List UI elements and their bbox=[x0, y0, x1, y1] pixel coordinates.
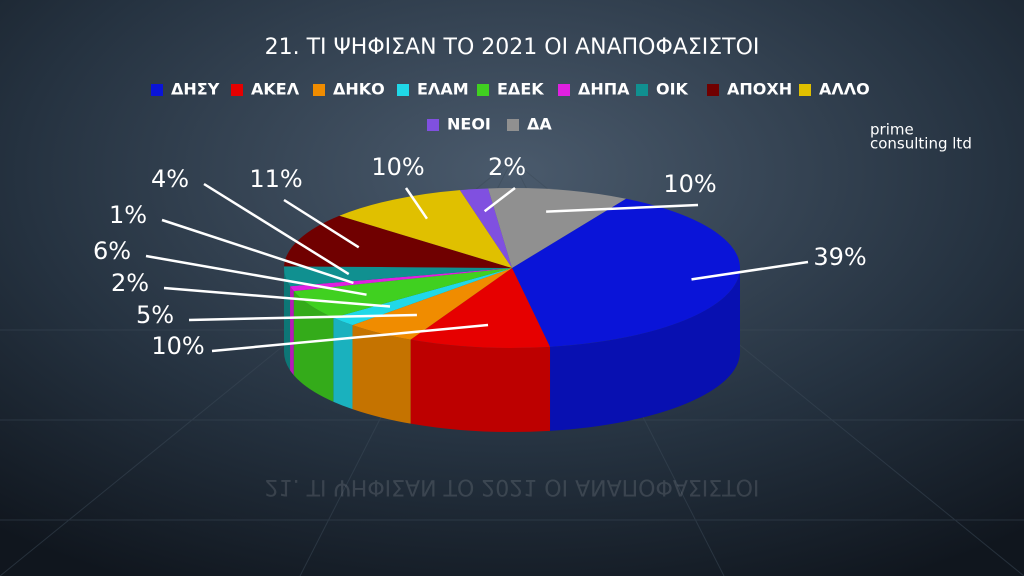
value-label: 10% bbox=[151, 332, 204, 360]
legend-label: ΝΕΟΙ bbox=[447, 115, 491, 134]
slice-side bbox=[293, 291, 334, 402]
slice bbox=[488, 188, 626, 268]
value-label: 10% bbox=[663, 170, 716, 198]
legend-label: ΑΠΟΧΗ bbox=[727, 80, 792, 99]
legend-label: ΑΛΛΟ bbox=[819, 80, 870, 99]
legend-label: ΔΗΠΑ bbox=[578, 80, 630, 99]
watermark: consulting ltd bbox=[870, 135, 972, 153]
legend-label: ΑΚΕΛ bbox=[251, 80, 300, 99]
watermark: prime bbox=[870, 121, 914, 139]
legend-swatch bbox=[558, 84, 570, 96]
legend-swatch bbox=[636, 84, 648, 96]
value-label: 2% bbox=[111, 269, 149, 297]
legend-label: ΔΑ bbox=[527, 115, 552, 134]
value-label: 11% bbox=[249, 165, 302, 193]
legend-label: ΔΗΣΥ bbox=[171, 80, 220, 99]
leader-line bbox=[483, 187, 516, 213]
value-label: 4% bbox=[151, 165, 189, 193]
legend-swatch bbox=[397, 84, 409, 96]
legend-swatch bbox=[507, 119, 519, 131]
slice-side bbox=[290, 286, 294, 376]
slice bbox=[459, 188, 512, 268]
legend-swatch bbox=[427, 119, 439, 131]
slice bbox=[293, 268, 512, 318]
pie bbox=[284, 188, 740, 432]
slice bbox=[284, 215, 512, 268]
value-label: 5% bbox=[136, 301, 174, 329]
leader-line bbox=[161, 218, 354, 285]
leader-line bbox=[211, 323, 489, 353]
leader-line bbox=[163, 286, 391, 308]
slice-side bbox=[352, 325, 411, 424]
leader-line bbox=[145, 254, 367, 296]
slice-side bbox=[333, 317, 353, 410]
slice bbox=[290, 268, 512, 292]
chart-title: 21. ΤΙ ΨΗΦΙΣΑΝ ΤΟ 2021 ΟΙ ΑΝΑΠΟΦΑΣΙΣΤΟΙ bbox=[265, 35, 760, 60]
slice bbox=[512, 198, 740, 347]
leader-line bbox=[691, 260, 809, 281]
leader-line bbox=[546, 203, 699, 213]
legend-label: ΕΔΕΚ bbox=[497, 80, 544, 99]
slice bbox=[284, 266, 512, 287]
value-label: 2% bbox=[488, 153, 526, 181]
title-reflection: 21. ΤΙ ΨΗΦΙΣΑΝ ΤΟ 2021 ΟΙ ΑΝΑΠΟΦΑΣΙΣΤΟΙ bbox=[265, 474, 760, 499]
legend-swatch bbox=[313, 84, 325, 96]
slice bbox=[333, 268, 512, 326]
leader-line bbox=[203, 182, 350, 276]
value-label: 1% bbox=[109, 201, 147, 229]
slice bbox=[352, 268, 512, 340]
legend-label: ΕΛΑΜ bbox=[417, 80, 469, 99]
legend-swatch bbox=[707, 84, 719, 96]
value-label: 10% bbox=[371, 153, 424, 181]
legend-swatch bbox=[799, 84, 811, 96]
value-label: 6% bbox=[93, 237, 131, 265]
slice bbox=[339, 190, 512, 268]
legend-label: ΟΙΚ bbox=[656, 80, 689, 99]
value-label: 39% bbox=[813, 243, 866, 271]
leader-line bbox=[404, 187, 428, 220]
leader-line bbox=[283, 198, 360, 249]
legend-swatch bbox=[477, 84, 489, 96]
legend-swatch bbox=[231, 84, 243, 96]
slice-side bbox=[550, 268, 740, 431]
slice-side bbox=[410, 339, 551, 432]
legend-label: ΔΗΚΟ bbox=[333, 80, 385, 99]
legend-swatch bbox=[151, 84, 163, 96]
leader-line bbox=[188, 313, 417, 322]
